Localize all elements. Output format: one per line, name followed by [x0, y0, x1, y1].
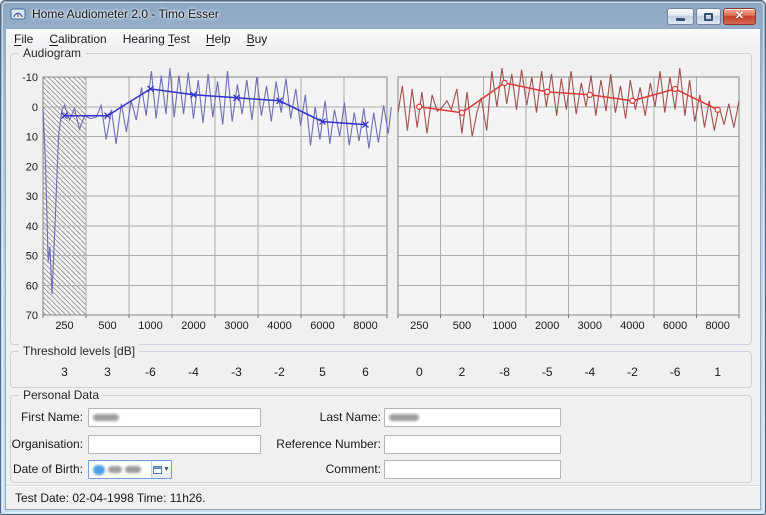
reference-number-input[interactable]: [384, 435, 561, 454]
redacted-date-value: [125, 466, 141, 473]
organisation-input[interactable]: [88, 435, 261, 454]
y-tick-label: 50: [26, 251, 38, 263]
threshold-marker: [459, 110, 464, 115]
status-text: Test Date: 02-04-1998 Time: 11h26.: [15, 491, 206, 505]
y-tick-label: 30: [26, 191, 38, 203]
redacted-date-selected-segment: [93, 465, 105, 475]
redacted-date-value: [108, 466, 122, 473]
personal-data-group-label: Personal Data: [19, 388, 103, 403]
threshold-levels-group: Threshold levels [dB] 33-6-4-3-25602-8-5…: [10, 351, 752, 388]
threshold-marker: [715, 107, 720, 112]
close-icon: ✕: [735, 9, 744, 24]
threshold-value-right-2: -8: [499, 365, 510, 379]
status-bar: Test Date: 02-04-1998 Time: 11h26.: [6, 485, 760, 509]
close-button[interactable]: ✕: [723, 8, 756, 25]
x-tick-label: 1000: [492, 320, 516, 332]
client-area: FileCalibrationHearing TestHelpBuy Audio…: [5, 28, 761, 510]
threshold-value-right-7: 1: [714, 365, 721, 379]
date-of-birth-picker[interactable]: ▼: [88, 460, 172, 479]
menu-hearing-test[interactable]: Hearing Test: [115, 29, 198, 49]
x-tick-label: 8000: [705, 320, 729, 332]
first-name-input[interactable]: [88, 408, 261, 427]
y-tick-label: -10: [22, 72, 38, 84]
threshold-marker: [545, 89, 550, 94]
threshold-value-right-6: -6: [670, 365, 681, 379]
comment-label: Comment:: [241, 460, 381, 479]
window-controls: ✕: [667, 8, 756, 25]
calendar-icon: [153, 465, 162, 474]
x-tick-label: 4000: [267, 320, 291, 332]
y-tick-label: 0: [32, 102, 38, 114]
audiogram-chart-right: 250 500 1000 2000 3000 4000 6000 8000: [395, 60, 747, 338]
x-tick-label: 500: [98, 320, 116, 332]
x-tick-label: 3000: [224, 320, 248, 332]
threshold-value-left-0: 3: [61, 365, 68, 379]
menu-buy[interactable]: Buy: [239, 29, 276, 49]
menu-bar: FileCalibrationHearing TestHelpBuy: [6, 29, 760, 49]
threshold-value-left-6: 5: [319, 365, 326, 379]
x-tick-label: 8000: [353, 320, 377, 332]
threshold-value-right-1: 2: [459, 365, 466, 379]
reference-number-label: Reference Number:: [241, 435, 381, 454]
threshold-value-left-2: -6: [145, 365, 156, 379]
x-tick-label: 1000: [138, 320, 162, 332]
audiogram-group: Audiogram 250500100020003000400060008000…: [10, 53, 752, 345]
threshold-value-right-5: -2: [627, 365, 638, 379]
window-title: Home Audiometer 2.0 - Timo Esser: [32, 1, 219, 28]
x-tick-label: 6000: [310, 320, 334, 332]
date-of-birth-label: Date of Birth:: [11, 460, 83, 479]
threshold-value-right-3: -5: [542, 365, 553, 379]
chevron-down-icon: ▼: [163, 466, 170, 473]
x-tick-label: 250: [410, 320, 428, 332]
title-bar[interactable]: Home Audiometer 2.0 - Timo Esser ✕: [1, 1, 765, 28]
x-tick-label: 2000: [535, 320, 559, 332]
threshold-marker: [587, 92, 592, 97]
comment-input[interactable]: [384, 460, 561, 479]
calendar-dropdown-button[interactable]: ▼: [151, 461, 171, 478]
threshold-value-right-4: -4: [584, 365, 595, 379]
last-name-input[interactable]: [384, 408, 561, 427]
redacted-first-name-value: [93, 414, 119, 421]
minimize-button[interactable]: [667, 8, 694, 25]
y-tick-label: 10: [26, 132, 38, 144]
menu-help[interactable]: Help: [198, 29, 239, 49]
redacted-last-name-value: [389, 414, 419, 421]
y-tick-label: 70: [26, 310, 38, 322]
y-tick-label: 60: [26, 280, 38, 292]
personal-data-group: Personal Data First Name: Organisation: …: [10, 395, 752, 483]
x-tick-label: 2000: [181, 320, 205, 332]
threshold-marker: [630, 98, 635, 103]
organisation-label: Organisation:: [11, 435, 83, 454]
maximize-button[interactable]: [696, 8, 721, 25]
threshold-value-right-0: 0: [416, 365, 423, 379]
x-tick-label: 6000: [663, 320, 687, 332]
threshold-levels-label: Threshold levels [dB]: [19, 344, 139, 359]
first-name-label: First Name:: [11, 408, 83, 427]
threshold-value-left-7: 6: [362, 365, 369, 379]
y-tick-label: 20: [26, 161, 38, 173]
threshold-value-left-1: 3: [104, 365, 111, 379]
audiogram-chart-left: 250 500 1000 2000 3000 4000 6000 8000 -10 0 10 20 30…: [11, 60, 393, 338]
threshold-value-left-5: -2: [274, 365, 285, 379]
threshold-marker: [672, 86, 677, 91]
minimize-icon: [676, 18, 685, 21]
app-icon: [10, 6, 26, 22]
x-tick-label: 3000: [578, 320, 602, 332]
maximize-icon: [704, 13, 713, 21]
threshold-marker: [502, 80, 507, 85]
threshold-value-left-4: -3: [231, 365, 242, 379]
x-tick-label: 250: [55, 320, 73, 332]
threshold-marker: [417, 104, 422, 109]
threshold-value-left-3: -4: [188, 365, 199, 379]
audiogram-group-label: Audiogram: [19, 46, 85, 61]
app-window: Home Audiometer 2.0 - Timo Esser ✕ FileC…: [0, 0, 766, 515]
x-tick-label: 500: [453, 320, 471, 332]
last-name-label: Last Name:: [241, 408, 381, 427]
x-tick-label: 4000: [620, 320, 644, 332]
y-tick-label: 40: [26, 221, 38, 233]
